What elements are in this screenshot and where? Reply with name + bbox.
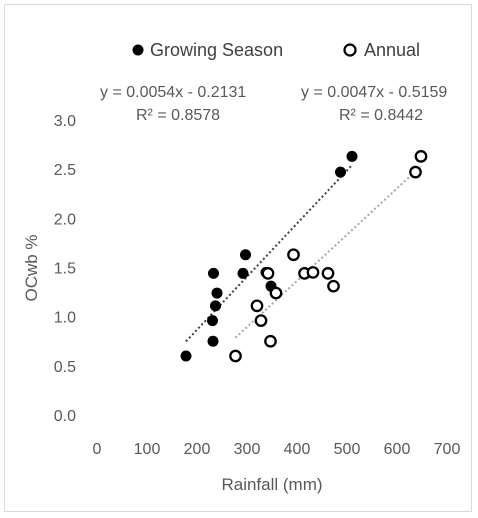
data-point-annual [264, 334, 277, 348]
axes: 0 100 200 300 400 500 600 700 0.0 0.5 1.0 1.5 2.0 2.5… [54, 113, 461, 458]
data-point-annual [321, 267, 335, 280]
data-point-annual [306, 266, 320, 279]
y-tick-label: 3.0 [54, 113, 76, 130]
data-point-growing-season [208, 267, 219, 279]
x-tick-label: 300 [234, 441, 261, 458]
data-point-growing-season [346, 150, 358, 162]
data-point-annual [414, 150, 428, 163]
data-point-annual [254, 314, 268, 327]
data-point-growing-season [180, 350, 192, 362]
chart-frame [4, 4, 472, 512]
y-tick-label: 1.0 [54, 310, 76, 327]
y-tick-label: 2.5 [54, 162, 76, 179]
trendline-growing-season [185, 164, 353, 343]
y-tick-label: 0.0 [54, 408, 76, 425]
data-point-growing-season [207, 315, 218, 327]
x-tick-label: 700 [434, 441, 461, 458]
legend: Growing Season Annual [132, 40, 420, 60]
data-point-annual [229, 349, 242, 363]
trendline-annual [234, 165, 422, 339]
legend-label-growing-season: Growing Season [150, 40, 283, 60]
legend-label-annual: Annual [364, 40, 420, 60]
data-point-annual [261, 267, 275, 280]
x-tick-label: 600 [384, 441, 411, 458]
data-point-annual [269, 286, 283, 300]
x-tick-label: 200 [184, 441, 211, 458]
equation-growing-season: y = 0.0054x - 0.2131 [100, 84, 246, 101]
r2-growing-season: R² = 0.8578 [136, 107, 220, 124]
legend-marker-annual [343, 43, 357, 57]
y-tick-label: 0.5 [54, 359, 76, 376]
x-tick-label: 100 [134, 441, 161, 458]
x-tick-label: 400 [284, 441, 311, 458]
x-axis-title: Rainfall (mm) [221, 475, 322, 494]
data-point-annual [409, 165, 422, 179]
data-point-growing-season [240, 249, 251, 261]
r2-annual: R² = 0.8442 [339, 107, 423, 124]
legend-marker-growing-season [132, 44, 144, 56]
data-point-annual [287, 248, 300, 262]
data-point-growing-season [211, 287, 223, 299]
trendlines [185, 164, 422, 343]
data-points [180, 150, 428, 363]
trendline-labels: y = 0.0054x - 0.2131 R² = 0.8578 y = 0.0… [100, 84, 447, 124]
data-point-growing-season [210, 300, 221, 312]
y-tick-label: 1.5 [54, 261, 76, 278]
y-axis-title: OCwb % [22, 234, 41, 301]
data-point-growing-season [237, 267, 249, 279]
x-tick-label: 500 [334, 441, 361, 458]
data-point-annual [327, 279, 340, 293]
data-point-growing-season [207, 335, 219, 347]
equation-annual: y = 0.0047x - 0.5159 [301, 84, 447, 101]
data-point-annual [250, 299, 264, 313]
data-point-growing-season [335, 166, 346, 178]
y-tick-label: 2.0 [54, 211, 76, 228]
x-tick-label: 0 [93, 441, 102, 458]
